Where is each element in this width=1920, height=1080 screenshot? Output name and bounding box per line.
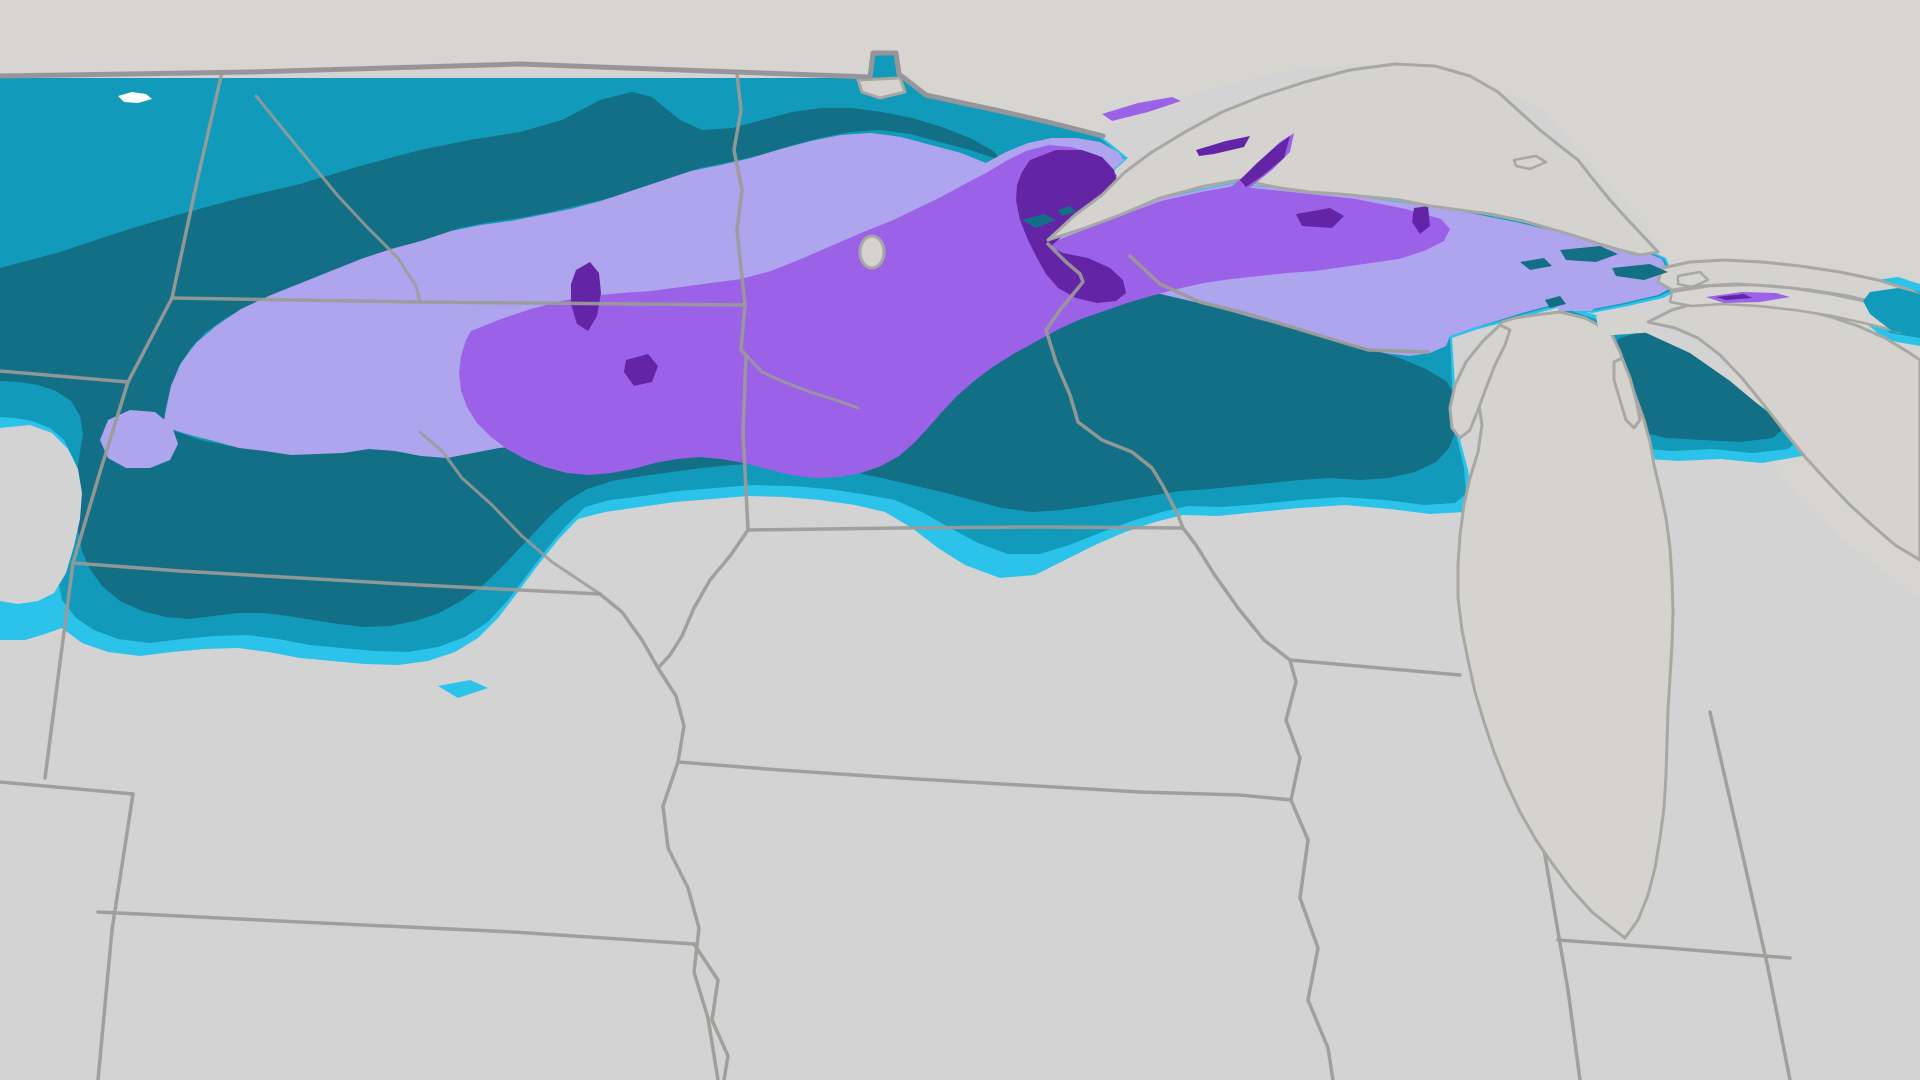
manitoulin-snow-core	[1716, 294, 1752, 300]
rivers	[254, 94, 860, 596]
superior-midlake-snow-sliver	[1196, 136, 1250, 156]
lakes	[856, 62, 1920, 940]
border-mt-wy	[0, 369, 130, 384]
border-mn-wi-mississippi	[1044, 242, 1335, 1080]
border-mo-ia	[676, 760, 1293, 802]
lake-of-the-woods	[856, 76, 907, 100]
devils-lake-white	[118, 92, 152, 103]
snow-band-5-main	[459, 135, 1450, 478]
snow-band-5-group	[459, 135, 1450, 478]
sault-area-teal-spots	[1520, 246, 1668, 308]
border-wy-sd-ne	[43, 380, 130, 780]
border-wi-mi	[1128, 254, 1430, 354]
apostle-islands-snow	[1022, 206, 1076, 228]
straits-of-mackinac	[1596, 314, 1656, 336]
border-mn-ia	[746, 525, 1185, 532]
border-sd-ia-big-sioux	[656, 528, 750, 670]
us-canada-border	[0, 50, 1106, 139]
border-nd-mn-red-river	[732, 72, 747, 307]
michipicoten-island	[1512, 154, 1548, 171]
snow-details	[118, 92, 1920, 336]
border-wi-il	[1288, 658, 1462, 677]
snow-band-3-group	[0, 92, 1786, 627]
border-in-oh	[1708, 710, 1792, 1080]
st-joseph-island	[1676, 270, 1710, 289]
border-sd-ne	[71, 561, 602, 596]
state-borders	[0, 70, 1792, 1080]
no-snow-pocket	[0, 425, 82, 604]
border-co-ne	[96, 792, 135, 1080]
border-mi-in-oh	[1556, 938, 1792, 960]
mille-lacs-lake	[858, 234, 886, 270]
lake-superior	[1046, 62, 1660, 257]
keweenaw-snow-core	[1240, 136, 1290, 187]
georgian-bay-shore-snow	[1863, 288, 1920, 336]
missouri-river-sd	[418, 430, 602, 596]
isle-royale-snow	[1102, 97, 1181, 121]
border-wy-co	[0, 780, 135, 796]
green-bay	[1448, 323, 1512, 440]
minnesota-river	[744, 353, 860, 410]
border-ks-mo	[692, 942, 730, 1080]
snow-band-3-main	[0, 92, 1786, 627]
missouri-river-nd	[254, 94, 422, 304]
border-ne-ks	[96, 910, 696, 946]
snow-band-6-spots	[571, 206, 1430, 386]
grand-traverse-bay	[1612, 356, 1642, 430]
border-ne-ia-missouri-river	[598, 592, 720, 1080]
canada-land	[0, 0, 1920, 600]
